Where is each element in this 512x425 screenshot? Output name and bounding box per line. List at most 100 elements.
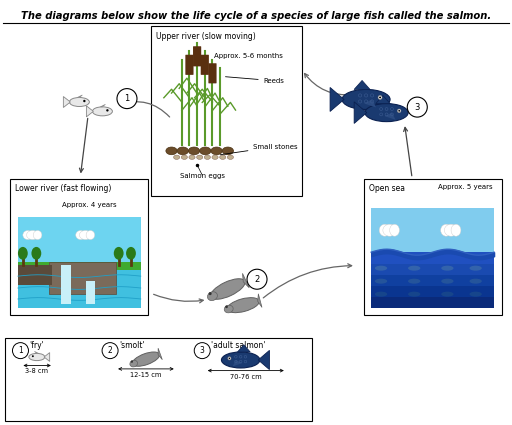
Ellipse shape [69, 97, 90, 107]
Circle shape [379, 96, 381, 99]
Ellipse shape [375, 266, 387, 271]
Ellipse shape [408, 279, 420, 283]
Text: 1: 1 [18, 346, 23, 355]
Ellipse shape [441, 266, 454, 271]
Ellipse shape [221, 352, 260, 368]
Circle shape [407, 97, 428, 117]
Polygon shape [158, 348, 162, 360]
Ellipse shape [23, 230, 33, 240]
Circle shape [117, 88, 137, 109]
Bar [371, 208, 494, 253]
Bar [86, 281, 95, 303]
Ellipse shape [365, 104, 408, 122]
Bar [371, 263, 494, 275]
Ellipse shape [470, 292, 482, 297]
Ellipse shape [375, 292, 387, 297]
Ellipse shape [390, 224, 399, 236]
Circle shape [208, 292, 211, 295]
Ellipse shape [470, 279, 482, 283]
Ellipse shape [174, 155, 180, 159]
Text: Reeds: Reeds [225, 77, 285, 84]
Ellipse shape [441, 292, 454, 297]
Bar [371, 252, 494, 264]
Polygon shape [258, 294, 262, 307]
Polygon shape [100, 105, 105, 107]
FancyBboxPatch shape [208, 63, 217, 83]
Polygon shape [330, 88, 344, 111]
Ellipse shape [470, 266, 482, 271]
Ellipse shape [211, 147, 222, 155]
Polygon shape [354, 80, 370, 89]
Circle shape [83, 100, 86, 102]
Text: 3: 3 [415, 102, 420, 112]
Circle shape [229, 357, 230, 359]
Ellipse shape [132, 352, 160, 366]
Ellipse shape [114, 247, 123, 260]
Polygon shape [385, 113, 396, 120]
Bar [5, 338, 312, 421]
Ellipse shape [177, 147, 188, 155]
Circle shape [228, 357, 231, 360]
Circle shape [194, 343, 210, 359]
Circle shape [131, 360, 133, 363]
Ellipse shape [227, 155, 233, 159]
Polygon shape [376, 96, 390, 104]
Bar [371, 274, 494, 286]
Circle shape [397, 109, 401, 113]
Ellipse shape [31, 247, 41, 260]
Ellipse shape [197, 155, 203, 159]
Ellipse shape [92, 107, 113, 116]
Ellipse shape [188, 147, 200, 155]
Ellipse shape [383, 224, 396, 236]
Text: 3: 3 [200, 346, 205, 355]
Circle shape [247, 269, 267, 289]
Bar [371, 296, 494, 308]
Bar [18, 265, 52, 285]
FancyBboxPatch shape [201, 55, 209, 75]
Ellipse shape [27, 230, 39, 240]
Bar [371, 285, 494, 297]
FancyBboxPatch shape [185, 55, 194, 75]
Text: 70-76 cm: 70-76 cm [230, 374, 262, 380]
Ellipse shape [342, 89, 390, 110]
Ellipse shape [224, 305, 233, 313]
Polygon shape [232, 360, 242, 366]
Polygon shape [34, 351, 38, 354]
Circle shape [378, 96, 382, 99]
Ellipse shape [189, 155, 195, 159]
FancyBboxPatch shape [193, 46, 201, 66]
Ellipse shape [79, 230, 92, 240]
Ellipse shape [212, 155, 218, 159]
Ellipse shape [86, 230, 95, 240]
Bar [61, 265, 71, 303]
Text: Lower river (fast flowing): Lower river (fast flowing) [15, 184, 112, 193]
Circle shape [106, 109, 109, 111]
Polygon shape [243, 273, 249, 288]
Ellipse shape [130, 360, 138, 367]
Circle shape [398, 110, 400, 112]
Ellipse shape [379, 224, 390, 236]
Circle shape [12, 343, 29, 359]
Circle shape [32, 355, 34, 357]
Polygon shape [44, 353, 50, 361]
Ellipse shape [76, 230, 86, 240]
Text: 'fry': 'fry' [29, 341, 44, 351]
Text: 2: 2 [108, 346, 113, 355]
Ellipse shape [126, 247, 136, 260]
Text: Open sea: Open sea [369, 184, 404, 193]
Ellipse shape [451, 224, 461, 236]
Text: 'adult salmon': 'adult salmon' [211, 341, 265, 351]
Text: 1: 1 [124, 94, 130, 103]
Ellipse shape [181, 155, 187, 159]
Text: 12-15 cm: 12-15 cm [130, 372, 162, 378]
Text: Upper river (slow moving): Upper river (slow moving) [156, 32, 256, 41]
Ellipse shape [29, 354, 45, 360]
Ellipse shape [375, 279, 387, 283]
Polygon shape [354, 102, 367, 123]
Text: 2: 2 [254, 275, 260, 284]
Text: 3-8 cm: 3-8 cm [26, 368, 48, 374]
Bar [18, 217, 141, 267]
Polygon shape [87, 106, 93, 117]
Polygon shape [258, 350, 269, 370]
Text: Approx. 4 years: Approx. 4 years [62, 202, 117, 208]
